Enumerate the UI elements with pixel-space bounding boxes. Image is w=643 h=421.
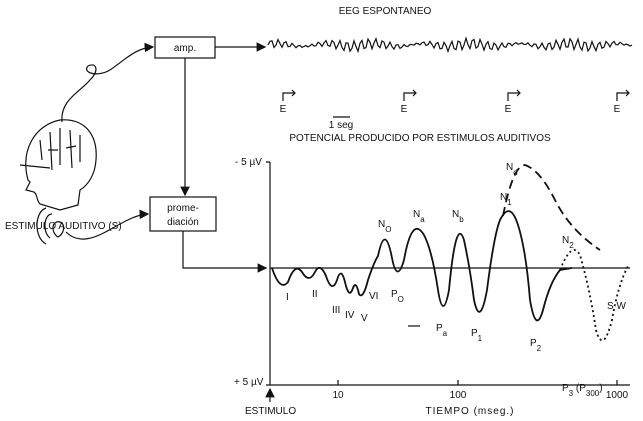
label-text: I — [286, 292, 289, 303]
component-label: VI — [369, 291, 378, 302]
x-title: TIEMPO (mseg.) — [425, 406, 514, 417]
x-tick-label: 10 — [332, 390, 344, 401]
component-label: Nb — [452, 209, 464, 224]
nd-waveform — [503, 165, 600, 250]
label-subscript: 300 — [586, 389, 600, 398]
evoked-title: POTENCIAL PRODUCIDO POR ESTIMULOS AUDITI… — [289, 133, 551, 144]
label-text: II — [312, 289, 318, 300]
figure: EEG ESPONTANEO POTENCIAL PRODUCIDO POR E… — [0, 0, 643, 421]
stimulus-marker — [283, 90, 295, 101]
label-subscript: 2 — [569, 241, 574, 250]
component-label: II — [312, 289, 318, 300]
label-subscript: a — [443, 329, 448, 338]
label-text: N — [506, 162, 513, 173]
label-text: III — [332, 305, 340, 316]
label-text: N — [378, 219, 385, 230]
component-label: NO — [378, 219, 391, 234]
label-subscript: 2 — [537, 344, 542, 353]
x-tick-label: 1000 — [606, 390, 629, 401]
label-text: ) — [599, 383, 602, 394]
component-label: P1 — [471, 328, 483, 343]
component-label: PO — [391, 289, 404, 304]
label-text: N — [500, 192, 507, 203]
component-label: I — [286, 292, 289, 303]
component-label: S W — [607, 301, 626, 312]
wire-to-amp — [62, 47, 153, 122]
label-text: N — [452, 209, 459, 220]
label-subscript: 1 — [507, 198, 512, 207]
eeg-trace — [268, 38, 632, 51]
stimulus-marker — [508, 90, 520, 101]
label-text: S W — [607, 301, 626, 312]
component-label: N1 — [500, 192, 512, 207]
component-label: III — [332, 305, 340, 316]
label-subscript: b — [459, 215, 464, 224]
label-text: N — [562, 235, 569, 246]
evoked-waveform — [272, 211, 572, 320]
x-tick-label: 100 — [450, 390, 467, 401]
label-subscript: a — [420, 215, 425, 224]
stimulus-marker-label: E — [505, 104, 512, 115]
label-text: N — [413, 209, 420, 220]
y-top-label: - 5 µV — [235, 157, 262, 168]
eeg-title: EEG ESPONTANEO — [339, 6, 432, 17]
component-label: Pa — [436, 323, 448, 338]
time-scale-label: 1 seg — [329, 120, 353, 131]
arrow-to-evoked — [183, 231, 266, 268]
stimulus-marker-label: E — [401, 104, 408, 115]
label-text: V — [361, 313, 368, 324]
p300-waveform — [560, 250, 628, 340]
stimulus-marker — [404, 90, 416, 101]
x-origin-label: ESTIMULO — [245, 406, 296, 417]
stimulus-markers — [283, 90, 629, 101]
component-label: Nd — [506, 162, 518, 177]
component-label: P2 — [530, 338, 542, 353]
label-subscript: O — [398, 295, 404, 304]
label-text: IV — [345, 310, 355, 321]
y-bottom-label: + 5 µV — [234, 377, 264, 388]
label-subscript: O — [385, 225, 391, 234]
stimulus-marker — [617, 90, 629, 101]
component-label: V — [361, 313, 368, 324]
stimulus-label: ESTIMULO AUDITIVO (S) — [5, 221, 122, 232]
amp-label: amp. — [174, 43, 196, 54]
label-subscript: d — [513, 168, 517, 177]
component-label: N2 — [562, 235, 574, 250]
label-subscript: 1 — [478, 334, 483, 343]
component-label: Na — [413, 209, 425, 224]
averaging-label: prome- — [167, 203, 199, 214]
label-text: VI — [369, 291, 378, 302]
stimulus-marker-label: E — [614, 104, 621, 115]
stimulus-marker-label: E — [280, 104, 287, 115]
averaging-label: diación — [167, 217, 199, 228]
component-label: IV — [345, 310, 355, 321]
label-text: (P — [573, 383, 586, 394]
